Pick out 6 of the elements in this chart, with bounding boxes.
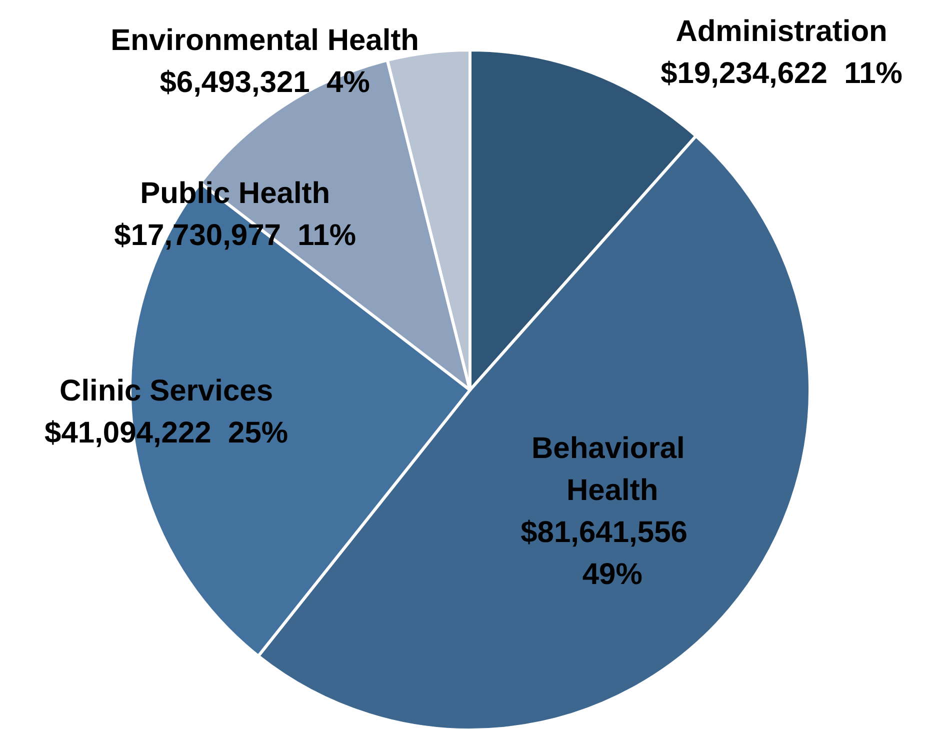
data-label: $19,234,622 11% — [660, 56, 902, 90]
data-label: $81,641,556 49% — [520, 516, 704, 591]
slice-label: Administration — [676, 14, 888, 48]
slice-label: Environmental Health — [110, 24, 420, 57]
slice-label: Behavioral Health — [531, 432, 694, 507]
data-label: $6,493,321 4% — [160, 66, 370, 99]
